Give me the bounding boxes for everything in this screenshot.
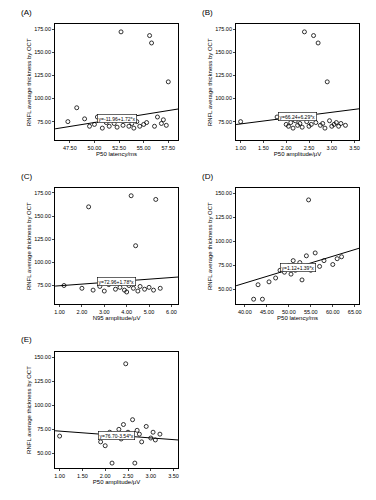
svg-text:125.00: 125.00 <box>34 378 51 384</box>
svg-text:75.00: 75.00 <box>218 262 232 268</box>
svg-text:150.00: 150.00 <box>215 49 232 55</box>
svg-text:1.50: 1.50 <box>77 473 88 479</box>
svg-text:75.00: 75.00 <box>37 119 51 125</box>
svg-text:40.00: 40.00 <box>238 309 252 315</box>
svg-text:(E): (E) <box>21 335 32 344</box>
svg-text:100.00: 100.00 <box>215 95 232 101</box>
svg-text:50.00: 50.00 <box>282 309 296 315</box>
svg-text:P50 amplitude/μV: P50 amplitude/μV <box>274 151 321 157</box>
svg-text:RNFL average thickness by OCT: RNFL average thickness by OCT <box>26 366 32 454</box>
svg-text:1.00: 1.00 <box>54 473 65 479</box>
svg-text:(D): (D) <box>202 172 213 181</box>
svg-text:6.00: 6.00 <box>166 309 177 315</box>
svg-text:RNFL average thickness by OCT: RNFL average thickness by OCT <box>207 202 213 290</box>
svg-text:y=-11.96+1.72*x: y=-11.96+1.72*x <box>99 116 136 122</box>
svg-text:57.50: 57.50 <box>161 145 175 151</box>
svg-text:50.00: 50.00 <box>37 450 51 456</box>
svg-text:125.00: 125.00 <box>34 236 51 242</box>
svg-text:1.00: 1.00 <box>54 309 65 315</box>
svg-text:2.00: 2.00 <box>281 145 292 151</box>
svg-text:100.00: 100.00 <box>34 402 51 408</box>
svg-text:2.00: 2.00 <box>100 473 111 479</box>
svg-text:125.00: 125.00 <box>215 72 232 78</box>
svg-text:100.00: 100.00 <box>215 238 232 244</box>
svg-text:1.00: 1.00 <box>235 145 246 151</box>
svg-text:P50 amplitude/μV: P50 amplitude/μV <box>93 479 140 485</box>
svg-text:3.50: 3.50 <box>168 473 179 479</box>
svg-text:175.00: 175.00 <box>34 190 51 196</box>
svg-text:y=72.96+1.78*x: y=72.96+1.78*x <box>99 279 135 285</box>
svg-text:100.00: 100.00 <box>34 259 51 265</box>
svg-text:65.00: 65.00 <box>348 309 362 315</box>
svg-text:150.00: 150.00 <box>34 354 51 360</box>
svg-text:47.50: 47.50 <box>63 145 77 151</box>
svg-text:75.00: 75.00 <box>37 426 51 432</box>
svg-text:3.00: 3.00 <box>145 473 156 479</box>
svg-text:4.00: 4.00 <box>121 309 132 315</box>
svg-text:60.00: 60.00 <box>326 309 340 315</box>
svg-text:125.00: 125.00 <box>34 72 51 78</box>
svg-text:50.00: 50.00 <box>218 286 232 292</box>
svg-text:75.00: 75.00 <box>218 119 232 125</box>
svg-text:y=66.24+6.29*x: y=66.24+6.29*x <box>280 114 316 120</box>
svg-text:150.00: 150.00 <box>34 213 51 219</box>
svg-text:150.00: 150.00 <box>215 190 232 196</box>
svg-text:100.00: 100.00 <box>34 95 51 101</box>
svg-text:2.00: 2.00 <box>77 309 88 315</box>
svg-text:125.00: 125.00 <box>215 214 232 220</box>
svg-text:75.00: 75.00 <box>37 282 51 288</box>
svg-text:52.50: 52.50 <box>112 145 126 151</box>
svg-text:(B): (B) <box>202 8 213 17</box>
svg-text:3.00: 3.00 <box>99 309 110 315</box>
svg-text:(A): (A) <box>21 8 32 17</box>
svg-text:RNFL average thickness by OCT: RNFL average thickness by OCT <box>207 38 213 126</box>
svg-text:55.00: 55.00 <box>137 145 151 151</box>
svg-text:55.00: 55.00 <box>304 309 318 315</box>
svg-text:150.00: 150.00 <box>34 49 51 55</box>
svg-text:P50 latency/ms: P50 latency/ms <box>277 315 318 321</box>
svg-text:(C): (C) <box>21 172 32 181</box>
svg-text:P50 latency/ms: P50 latency/ms <box>96 151 137 157</box>
svg-text:5.00: 5.00 <box>144 309 155 315</box>
svg-text:2.50: 2.50 <box>123 473 134 479</box>
svg-text:3.50: 3.50 <box>349 145 360 151</box>
svg-text:45.00: 45.00 <box>260 309 274 315</box>
svg-text:y=76.70-3.54*x: y=76.70-3.54*x <box>100 433 134 439</box>
svg-text:1.50: 1.50 <box>258 145 269 151</box>
svg-text:RNFL average thickness by OCT: RNFL average thickness by OCT <box>26 38 32 126</box>
svg-text:3.00: 3.00 <box>326 145 337 151</box>
svg-text:2.50: 2.50 <box>304 145 315 151</box>
svg-text:N95 amplitude/μV: N95 amplitude/μV <box>93 315 141 321</box>
svg-text:RNFL average thickness by OCT: RNFL average thickness by OCT <box>26 202 32 290</box>
svg-text:50.00: 50.00 <box>88 145 102 151</box>
svg-text:175.00: 175.00 <box>215 26 232 32</box>
svg-text:175.00: 175.00 <box>34 26 51 32</box>
svg-text:y=1.12+1.39*x: y=1.12+1.39*x <box>282 265 315 271</box>
